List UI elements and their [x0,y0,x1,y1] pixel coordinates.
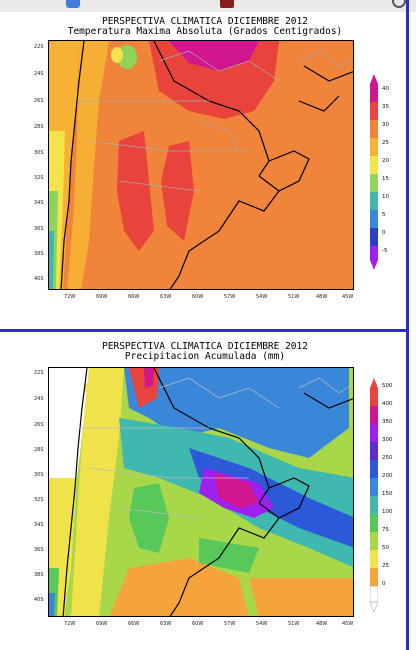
precipitation-legend-label: 500 [382,383,393,389]
lon-label: 69W [96,621,108,627]
lon-label: 45W [342,294,354,300]
lon-label: 45W [342,621,354,627]
precipitation-legend-label: 25 [382,563,389,569]
temperature-title-line2: Temperatura Maxima Absoluta (Grados Cent… [67,26,343,37]
precipitation-title-line1: PERSPECTIVA CLIMATICA DICIEMBRE 2012 [102,341,308,352]
lat-label: 22S [34,370,44,376]
temperature-legend-label: 40 [382,86,389,92]
lon-label: 72W [64,294,76,300]
lon-label: 63W [160,294,172,300]
temperature-panel: PERSPECTIVA CLIMATICA DICIEMBRE 2012 Tem… [0,0,406,329]
lon-label: 60W [192,621,204,627]
precipitation-legend-label: 50 [382,545,389,551]
precipitation-map-svg [49,368,353,616]
lon-label: 51W [288,294,300,300]
lat-label: 34S [34,200,44,206]
lat-label: 30S [34,150,44,156]
precipitation-legend-label: 200 [382,473,393,479]
lon-label: 66W [128,621,140,627]
lon-label: 69W [96,294,108,300]
lon-label: 66W [128,294,140,300]
lat-label: 22S [34,44,44,50]
temperature-legend-label: -5 [382,248,388,254]
precipitation-legend-label: 250 [382,455,393,461]
precipitation-legend-label: 75 [382,527,389,533]
lon-label: 57W [224,621,236,627]
lat-label: 40S [34,276,44,282]
lat-label: 26S [34,422,44,428]
precipitation-colorbar [370,378,378,612]
precipitation-title-line2: Precipitacion Acumulada (mm) [124,351,286,362]
lon-label: 51W [288,621,300,627]
lon-label: 72W [64,621,76,627]
temperature-colorbar [370,74,378,270]
precipitation-map [48,367,354,617]
bookmark-icon[interactable] [220,0,234,8]
lat-label: 34S [34,522,44,528]
temperature-map-svg [49,41,353,289]
temperature-legend-label: 35 [382,104,389,110]
lon-label: 48W [316,294,328,300]
temperature-legend-label: 25 [382,140,389,146]
temperature-map [48,40,354,290]
right-border [406,0,409,650]
lat-label: 24S [34,71,44,77]
temperature-legend-label: 5 [382,212,386,218]
lon-label: 48W [316,621,328,627]
precipitation-legend-label: 100 [382,509,393,515]
lat-label: 38S [34,572,44,578]
lat-label: 36S [34,226,44,232]
lat-label: 38S [34,251,44,257]
lon-label: 54W [256,621,268,627]
temperature-legend-label: 15 [382,176,389,182]
app-icon[interactable] [66,0,80,8]
precipitation-legend-label: 400 [382,401,393,407]
lat-label: 28S [34,447,44,453]
help-icon[interactable] [392,0,406,8]
lat-label: 26S [34,98,44,104]
lat-label: 28S [34,124,44,130]
temperature-legend-label: 10 [382,194,389,200]
browser-toolbar [0,0,416,12]
lat-label: 30S [34,472,44,478]
precipitation-legend-label: 0 [382,581,386,587]
lat-label: 24S [34,396,44,402]
temperature-legend-label: 0 [382,230,386,236]
lat-label: 32S [34,497,44,503]
panel-divider [0,329,409,332]
precipitation-legend-label: 150 [382,491,393,497]
temperature-legend-label: 20 [382,158,389,164]
temperature-legend-label: 30 [382,122,389,128]
lon-label: 57W [224,294,236,300]
precipitation-legend-label: 300 [382,437,393,443]
lat-label: 36S [34,547,44,553]
lon-label: 60W [192,294,204,300]
precipitation-legend-label: 350 [382,419,393,425]
lat-label: 40S [34,597,44,603]
precipitation-panel: PERSPECTIVA CLIMATICA DICIEMBRE 2012 Pre… [0,332,406,650]
temperature-title-line1: PERSPECTIVA CLIMATICA DICIEMBRE 2012 [102,16,308,27]
lon-label: 63W [160,621,172,627]
lon-label: 54W [256,294,268,300]
lat-label: 32S [34,175,44,181]
